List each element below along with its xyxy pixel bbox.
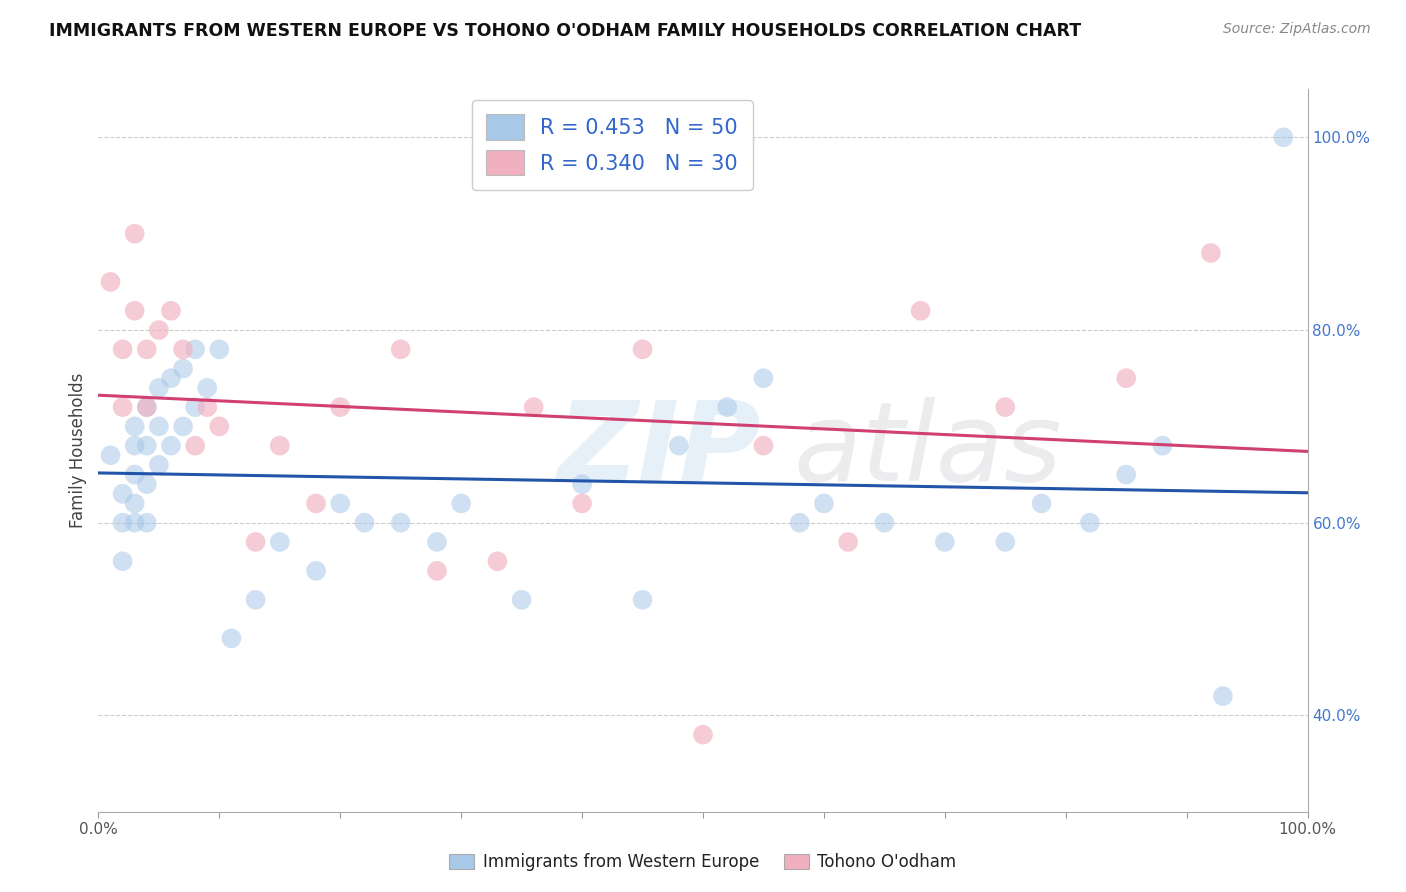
Legend: R = 0.453   N = 50, R = 0.340   N = 30: R = 0.453 N = 50, R = 0.340 N = 30 — [471, 100, 752, 190]
Point — [124, 303, 146, 318]
Point — [135, 439, 157, 453]
Point — [486, 554, 509, 568]
Point — [631, 343, 654, 357]
Point — [124, 419, 146, 434]
Point — [269, 535, 291, 549]
Point — [148, 323, 170, 337]
Point — [329, 400, 352, 414]
Point — [184, 400, 207, 414]
Point — [1115, 371, 1137, 385]
Point — [752, 371, 775, 385]
Point — [111, 554, 134, 568]
Point — [148, 419, 170, 434]
Text: IMMIGRANTS FROM WESTERN EUROPE VS TOHONO O'ODHAM FAMILY HOUSEHOLDS CORRELATION C: IMMIGRANTS FROM WESTERN EUROPE VS TOHONO… — [49, 22, 1081, 40]
Point — [1031, 496, 1053, 510]
Point — [305, 496, 328, 510]
Point — [716, 400, 738, 414]
Point — [245, 592, 267, 607]
Point — [111, 400, 134, 414]
Point — [124, 227, 146, 241]
Point — [111, 516, 134, 530]
Legend: Immigrants from Western Europe, Tohono O'odham: Immigrants from Western Europe, Tohono O… — [441, 845, 965, 880]
Point — [510, 592, 533, 607]
Point — [1078, 516, 1101, 530]
Point — [135, 400, 157, 414]
Point — [789, 516, 811, 530]
Point — [1272, 130, 1295, 145]
Point — [571, 477, 593, 491]
Point — [124, 467, 146, 482]
Point — [172, 343, 194, 357]
Point — [124, 496, 146, 510]
Point — [148, 458, 170, 472]
Point — [994, 535, 1017, 549]
Point — [172, 419, 194, 434]
Point — [184, 343, 207, 357]
Point — [1152, 439, 1174, 453]
Point — [221, 632, 243, 646]
Point — [426, 564, 449, 578]
Point — [160, 439, 183, 453]
Point — [160, 303, 183, 318]
Point — [813, 496, 835, 510]
Point — [135, 516, 157, 530]
Point — [389, 343, 412, 357]
Text: Source: ZipAtlas.com: Source: ZipAtlas.com — [1223, 22, 1371, 37]
Point — [873, 516, 896, 530]
Point — [1115, 467, 1137, 482]
Point — [837, 535, 859, 549]
Point — [631, 592, 654, 607]
Point — [329, 496, 352, 510]
Y-axis label: Family Households: Family Households — [69, 373, 87, 528]
Point — [523, 400, 546, 414]
Point — [135, 477, 157, 491]
Point — [450, 496, 472, 510]
Point — [752, 439, 775, 453]
Point — [148, 381, 170, 395]
Point — [426, 535, 449, 549]
Point — [245, 535, 267, 549]
Point — [111, 343, 134, 357]
Point — [1199, 246, 1222, 260]
Point — [668, 439, 690, 453]
Point — [389, 516, 412, 530]
Point — [353, 516, 375, 530]
Point — [135, 343, 157, 357]
Point — [692, 728, 714, 742]
Text: atlas: atlas — [793, 397, 1063, 504]
Point — [172, 361, 194, 376]
Text: ZIP: ZIP — [558, 397, 762, 504]
Point — [208, 343, 231, 357]
Point — [571, 496, 593, 510]
Point — [934, 535, 956, 549]
Point — [124, 439, 146, 453]
Point — [1212, 689, 1234, 703]
Point — [269, 439, 291, 453]
Point — [208, 419, 231, 434]
Point — [111, 487, 134, 501]
Point — [994, 400, 1017, 414]
Point — [910, 303, 932, 318]
Point — [305, 564, 328, 578]
Point — [100, 275, 122, 289]
Point — [195, 400, 218, 414]
Point — [195, 381, 218, 395]
Point — [124, 516, 146, 530]
Point — [135, 400, 157, 414]
Point — [184, 439, 207, 453]
Point — [160, 371, 183, 385]
Point — [100, 448, 122, 462]
